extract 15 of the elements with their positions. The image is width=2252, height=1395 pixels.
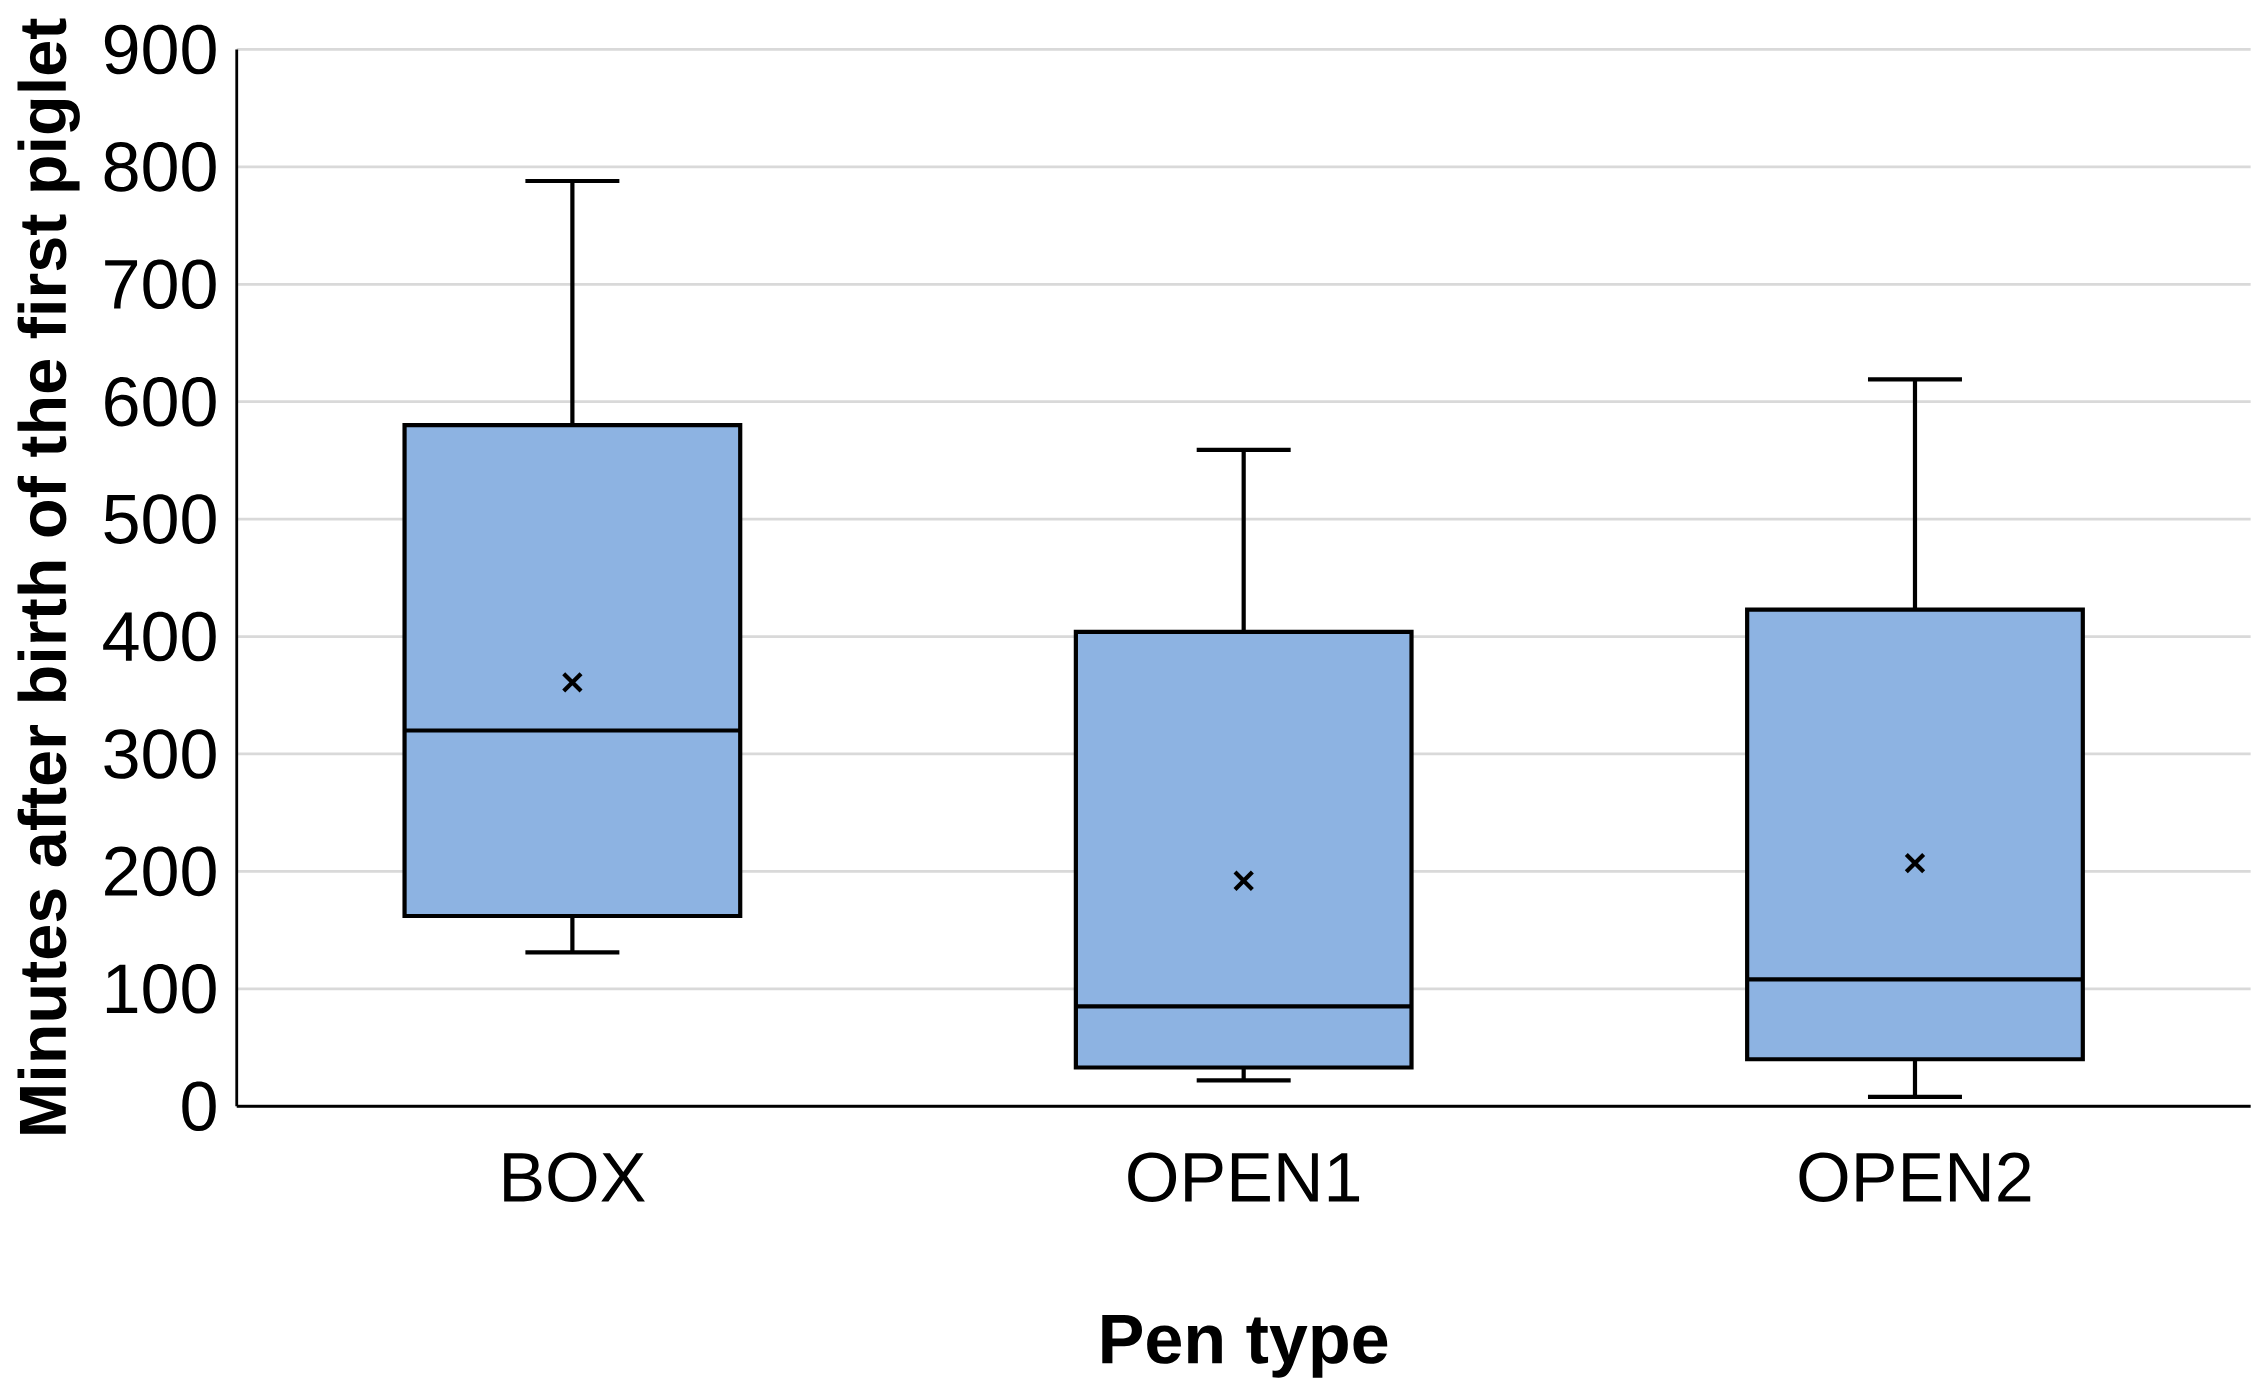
y-tick-label: 400 bbox=[103, 611, 216, 662]
y-tick-label: 700 bbox=[105, 259, 216, 309]
y-tick-label: 900 bbox=[104, 24, 216, 75]
y-tick-label: 200 bbox=[105, 846, 216, 897]
x-tick-label: BOX bbox=[504, 1152, 645, 1202]
y-tick-label: 500 bbox=[104, 494, 216, 544]
y-tick-label: 800 bbox=[104, 142, 216, 192]
y-tick-label: 0 bbox=[182, 1081, 216, 1131]
x-tick-label: OPEN1 bbox=[1128, 1152, 1360, 1202]
y-tick-label: 100 bbox=[106, 963, 216, 1014]
x-axis-title: Pen type bbox=[1102, 1314, 1388, 1378]
y-tick-label: 600 bbox=[105, 376, 216, 427]
y-axis-title: Minutes after birth of the first piglet bbox=[17, 18, 80, 1134]
y-tick-label: 300 bbox=[104, 729, 216, 779]
x-tick-label: OPEN2 bbox=[1799, 1152, 2031, 1202]
